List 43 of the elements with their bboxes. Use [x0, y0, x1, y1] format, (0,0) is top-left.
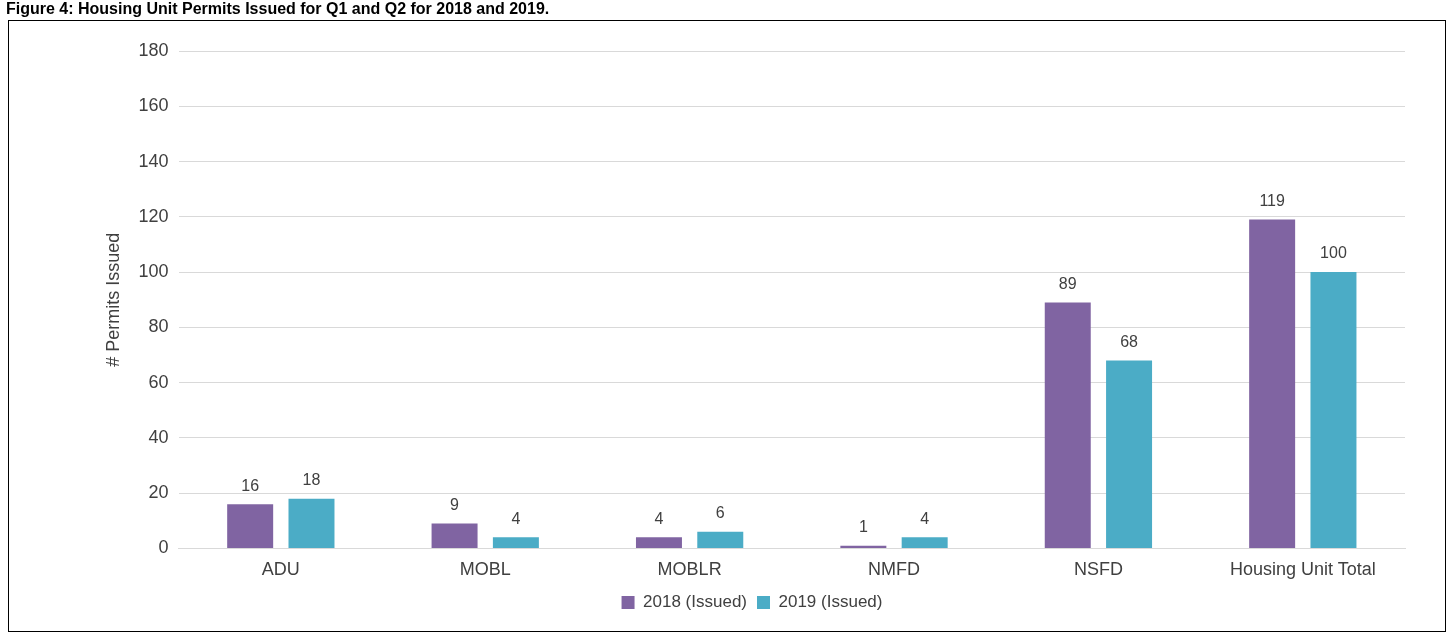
bar — [1044, 302, 1091, 548]
y-tick-label: 180 — [138, 39, 169, 60]
legend-label: 2018 (Issued) — [643, 592, 747, 612]
data-label: 9 — [450, 495, 460, 513]
y-tick-label: 140 — [138, 150, 169, 171]
bar — [288, 498, 335, 548]
bar — [635, 537, 682, 548]
y-tick-label: 160 — [138, 95, 169, 116]
data-label: 89 — [1058, 274, 1077, 292]
data-label: 119 — [1259, 191, 1285, 209]
bar — [901, 537, 948, 548]
data-label: 6 — [715, 504, 725, 522]
data-label: 4 — [654, 509, 664, 527]
data-label: 68 — [1120, 332, 1139, 350]
data-label: 100 — [1320, 244, 1347, 262]
data-label: 18 — [302, 471, 321, 489]
y-tick-label: 80 — [148, 316, 169, 337]
y-tick-label: 0 — [158, 537, 169, 558]
y-tick-label: 120 — [138, 205, 169, 226]
bar — [492, 537, 539, 548]
data-label: 4 — [920, 509, 930, 527]
y-axis-title: # Permits Issued — [102, 232, 123, 367]
bar — [697, 531, 744, 548]
data-label: 16 — [241, 476, 260, 494]
x-tick-label: Housing Unit Total — [1229, 559, 1376, 580]
legend-label: 2019 (Issued) — [778, 592, 883, 612]
y-tick-label: 20 — [148, 482, 169, 503]
x-tick-label: MOBLR — [657, 559, 722, 580]
y-tick-label: 100 — [138, 261, 169, 282]
x-tick-label: ADU — [261, 559, 300, 580]
chart-title: Figure 4: Housing Unit Permits Issued for Q1 and Q2 for 2018 and 2019. — [5, 0, 551, 18]
x-tick-label: NMFD — [868, 559, 921, 580]
bar — [1249, 219, 1296, 548]
bar — [1106, 360, 1153, 548]
data-label: 4 — [511, 509, 521, 527]
bar — [227, 504, 274, 548]
bar — [431, 523, 478, 548]
x-tick-label: MOBL — [459, 559, 511, 580]
x-tick-label: NSFD — [1073, 559, 1123, 580]
data-label: 1 — [858, 518, 868, 536]
bar — [1310, 272, 1357, 548]
y-tick-label: 60 — [148, 371, 169, 392]
y-tick-label: 40 — [148, 426, 169, 447]
